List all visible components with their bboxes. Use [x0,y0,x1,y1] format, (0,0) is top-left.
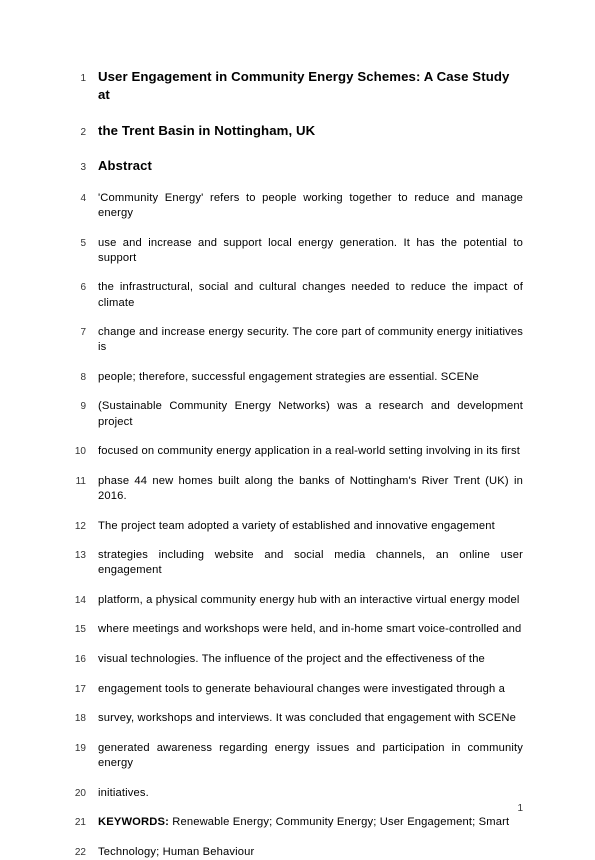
text-line: 4'Community Energy' refers to people wor… [72,191,523,221]
line-text: use and increase and support local energ… [98,236,523,266]
line-text: phase 44 new homes built along the banks… [98,474,523,504]
line-text: people; therefore, successful engagement… [98,370,523,385]
line-number: 8 [72,372,98,383]
text-line: 9(Sustainable Community Energy Networks)… [72,399,523,429]
text-line: 5use and increase and support local ener… [72,236,523,266]
line-number: 14 [72,595,98,606]
line-number: 5 [72,238,98,249]
line-text: the infrastructural, social and cultural… [98,280,523,310]
line-text: KEYWORDS: Renewable Energy; Community En… [98,815,523,830]
line-number: 11 [72,476,98,487]
line-text: User Engagement in Community Energy Sche… [98,68,523,104]
keywords-text: Renewable Energy; Community Energy; User… [169,816,509,828]
text-line: 15where meetings and workshops were held… [72,622,523,637]
text-line: 6the infrastructural, social and cultura… [72,280,523,310]
text-line: 22Technology; Human Behaviour [72,845,523,860]
line-number: 9 [72,401,98,412]
line-number: 2 [72,127,98,138]
line-text: focused on community energy application … [98,444,523,459]
text-line: 8people; therefore, successful engagemen… [72,370,523,385]
text-line: 1User Engagement in Community Energy Sch… [72,68,523,104]
text-line: 10focused on community energy applicatio… [72,444,523,459]
line-text: generated awareness regarding energy iss… [98,741,523,771]
text-line: 7change and increase energy security. Th… [72,325,523,355]
text-line: 2the Trent Basin in Nottingham, UK [72,122,523,140]
line-text: Abstract [98,157,523,175]
line-text: the Trent Basin in Nottingham, UK [98,122,523,140]
line-text: where meetings and workshops were held, … [98,622,523,637]
line-number: 18 [72,713,98,724]
text-line: 18survey, workshops and interviews. It w… [72,711,523,726]
line-text: visual technologies. The influence of th… [98,652,523,667]
text-line: 21KEYWORDS: Renewable Energy; Community … [72,815,523,830]
line-number: 22 [72,847,98,858]
line-text: The project team adopted a variety of es… [98,519,523,534]
line-text: strategies including website and social … [98,548,523,578]
line-text: survey, workshops and interviews. It was… [98,711,523,726]
line-text: change and increase energy security. The… [98,325,523,355]
text-line: 13strategies including website and socia… [72,548,523,578]
text-line: 11phase 44 new homes built along the ban… [72,474,523,504]
line-number: 16 [72,654,98,665]
line-number: 12 [72,521,98,532]
line-number: 13 [72,550,98,561]
text-line: 17engagement tools to generate behaviour… [72,682,523,697]
line-number: 15 [72,624,98,635]
page-number: 1 [517,803,523,814]
line-number: 19 [72,743,98,754]
line-number: 10 [72,446,98,457]
line-number: 21 [72,817,98,828]
line-number: 1 [72,73,98,84]
line-number: 17 [72,684,98,695]
line-number: 7 [72,327,98,338]
line-text: platform, a physical community energy hu… [98,593,523,608]
line-number: 3 [72,162,98,173]
line-number: 4 [72,193,98,204]
text-line: 14platform, a physical community energy … [72,593,523,608]
text-line: 20initiatives. [72,786,523,801]
text-line: 19generated awareness regarding energy i… [72,741,523,771]
text-line: 3Abstract [72,157,523,175]
text-line: 16visual technologies. The influence of … [72,652,523,667]
line-text: 'Community Energy' refers to people work… [98,191,523,221]
page-body: 1User Engagement in Community Energy Sch… [72,68,523,860]
line-number: 20 [72,788,98,799]
text-line: 12The project team adopted a variety of … [72,519,523,534]
keywords-label: KEYWORDS: [98,816,169,828]
line-text: initiatives. [98,786,523,801]
line-number: 6 [72,282,98,293]
line-text: (Sustainable Community Energy Networks) … [98,399,523,429]
line-text: Technology; Human Behaviour [98,845,523,860]
line-text: engagement tools to generate behavioural… [98,682,523,697]
